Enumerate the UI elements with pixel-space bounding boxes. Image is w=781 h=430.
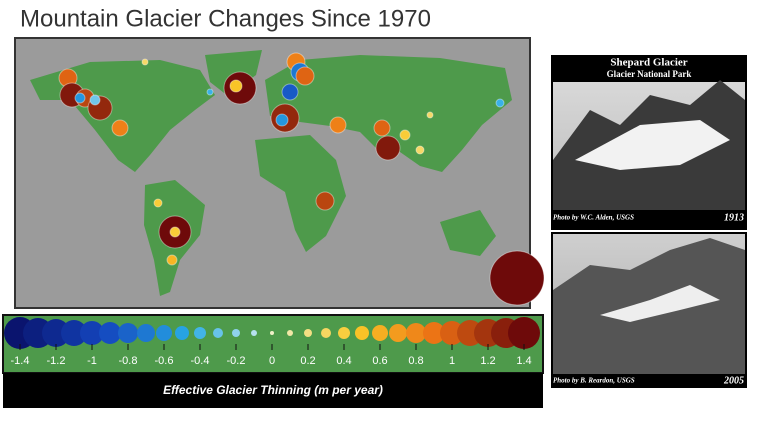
glacier-site xyxy=(415,145,425,155)
glacier-site xyxy=(315,191,335,211)
legend-swatch xyxy=(61,320,87,346)
glacier-site xyxy=(169,226,181,238)
photo-credit: Photo by W.C. Alden, USGS xyxy=(553,214,634,222)
legend-tick-label: 1.2 xyxy=(480,355,495,367)
glacier-site xyxy=(399,129,411,141)
legend-swatch xyxy=(338,327,350,339)
glacier-site xyxy=(229,79,243,93)
legend-swatch xyxy=(321,328,331,338)
glacier-site xyxy=(281,83,299,101)
legend-tick-label: 1.4 xyxy=(516,355,531,367)
legend-swatch xyxy=(42,319,70,347)
legend-tick-label: -0.4 xyxy=(191,355,210,367)
legend-tick-label: 0.2 xyxy=(300,355,315,367)
glacier-site xyxy=(375,135,401,161)
continents xyxy=(30,50,512,296)
legend-tick-label: -0.8 xyxy=(119,355,138,367)
legend-tick-label: -0.6 xyxy=(155,355,174,367)
glacier-site xyxy=(329,116,347,134)
glacier-site xyxy=(426,111,434,119)
legend-swatch xyxy=(270,331,274,335)
legend-swatch xyxy=(251,330,257,336)
glacier-site xyxy=(495,98,505,108)
legend-swatch xyxy=(423,322,445,344)
glacier-site xyxy=(166,254,178,266)
world-map xyxy=(14,37,545,309)
legend-swatch xyxy=(156,325,172,341)
legend-tick-label: -0.2 xyxy=(227,355,246,367)
title: Mountain Glacier Changes Since 1970 xyxy=(20,5,431,32)
legend-swatch xyxy=(389,324,407,342)
legend-swatch xyxy=(194,327,206,339)
legend-tick-label: -1 xyxy=(87,355,97,367)
photo-title: Shepard Glacier xyxy=(610,57,687,69)
photo-subtitle: Glacier National Park xyxy=(607,69,692,79)
legend-swatch xyxy=(118,323,138,343)
legend-swatch xyxy=(175,326,189,340)
glacier-site xyxy=(275,113,289,127)
legend-swatch xyxy=(287,330,293,336)
photo-year: 2005 xyxy=(723,375,744,386)
legend-tick-label: -1.4 xyxy=(11,355,30,367)
legend-swatch xyxy=(508,317,540,349)
legend-tick-label: -1.2 xyxy=(47,355,66,367)
legend-title: Effective Glacier Thinning (m per year) xyxy=(163,383,383,397)
glacier-site xyxy=(153,198,163,208)
glacier-site xyxy=(74,92,86,104)
legend-swatch xyxy=(304,329,312,337)
glacier-site xyxy=(489,250,545,306)
photo-credit: Photo by B. Reardon, USGS xyxy=(553,377,635,385)
glacier-sites xyxy=(58,52,545,306)
legend-swatch xyxy=(137,324,155,342)
glacier-site xyxy=(206,88,214,96)
legend-title-bg xyxy=(3,373,543,408)
legend-swatch xyxy=(406,323,426,343)
legend: Effective Glacier Thinning (m per year) … xyxy=(2,314,544,408)
glacier-site xyxy=(89,94,101,106)
photo-panel: Shepard Glacier Glacier National Park Ph… xyxy=(551,55,747,388)
legend-swatch xyxy=(99,322,121,344)
legend-swatch xyxy=(213,328,223,338)
glacier-site xyxy=(373,119,391,137)
glacier-site xyxy=(111,119,129,137)
legend-swatch xyxy=(355,326,369,340)
legend-tick-label: 0 xyxy=(269,355,275,367)
legend-swatch xyxy=(440,321,464,345)
glacier-site xyxy=(141,58,149,66)
legend-tick-label: 0.6 xyxy=(372,355,387,367)
legend-swatch xyxy=(232,329,240,337)
legend-swatch xyxy=(372,325,388,341)
legend-tick-label: 0.8 xyxy=(408,355,423,367)
legend-swatch xyxy=(80,321,104,345)
legend-tick-label: 0.4 xyxy=(336,355,351,367)
photo-year: 1913 xyxy=(724,212,744,223)
glacier-site xyxy=(295,66,315,86)
legend-tick-label: 1 xyxy=(449,355,455,367)
